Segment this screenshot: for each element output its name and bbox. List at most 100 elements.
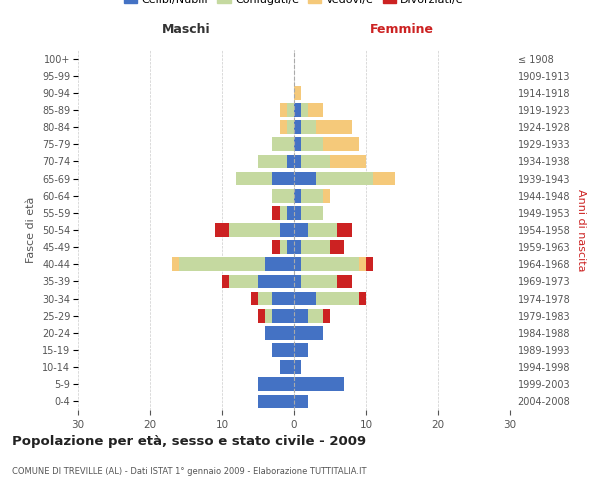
Bar: [215, 223, 294, 237]
Bar: [294, 360, 301, 374]
Bar: [222, 274, 294, 288]
Bar: [294, 292, 316, 306]
Bar: [236, 172, 294, 185]
Bar: [294, 189, 301, 202]
Bar: [294, 138, 359, 151]
Bar: [294, 154, 330, 168]
Bar: [258, 378, 294, 391]
Bar: [258, 154, 294, 168]
Bar: [272, 343, 294, 357]
Bar: [294, 189, 330, 202]
Bar: [287, 103, 294, 117]
Bar: [280, 103, 294, 117]
Bar: [294, 394, 308, 408]
Bar: [294, 326, 323, 340]
Bar: [294, 154, 366, 168]
Bar: [272, 292, 294, 306]
Bar: [294, 292, 359, 306]
Bar: [294, 206, 323, 220]
Bar: [294, 120, 352, 134]
Bar: [294, 120, 352, 134]
Bar: [294, 343, 308, 357]
Bar: [294, 378, 344, 391]
Bar: [272, 189, 294, 202]
Bar: [280, 120, 294, 134]
Bar: [229, 274, 294, 288]
Bar: [272, 138, 294, 151]
Bar: [294, 326, 323, 340]
Bar: [258, 309, 294, 322]
Bar: [272, 343, 294, 357]
Bar: [294, 343, 308, 357]
Bar: [272, 138, 294, 151]
Bar: [294, 240, 330, 254]
Bar: [280, 360, 294, 374]
Bar: [294, 223, 337, 237]
Bar: [294, 326, 323, 340]
Bar: [294, 258, 373, 271]
Bar: [265, 326, 294, 340]
Bar: [258, 378, 294, 391]
Bar: [294, 360, 301, 374]
Text: Femmine: Femmine: [370, 24, 434, 36]
Bar: [294, 274, 337, 288]
Bar: [272, 189, 294, 202]
Bar: [265, 326, 294, 340]
Bar: [229, 223, 294, 237]
Bar: [294, 86, 301, 100]
Bar: [179, 258, 294, 271]
Bar: [272, 189, 294, 202]
Bar: [294, 258, 359, 271]
Bar: [280, 360, 294, 374]
Bar: [272, 309, 294, 322]
Bar: [258, 378, 294, 391]
Bar: [265, 258, 294, 271]
Bar: [294, 120, 316, 134]
Bar: [294, 223, 352, 237]
Bar: [272, 240, 294, 254]
Bar: [294, 360, 301, 374]
Bar: [236, 172, 294, 185]
Y-axis label: Anni di nascita: Anni di nascita: [576, 188, 586, 271]
Bar: [294, 172, 395, 185]
Bar: [294, 378, 344, 391]
Bar: [280, 360, 294, 374]
Bar: [287, 206, 294, 220]
Bar: [265, 326, 294, 340]
Bar: [280, 360, 294, 374]
Bar: [280, 223, 294, 237]
Bar: [294, 240, 301, 254]
Bar: [258, 394, 294, 408]
Bar: [294, 378, 344, 391]
Bar: [272, 343, 294, 357]
Bar: [294, 172, 373, 185]
Bar: [294, 103, 301, 117]
Bar: [294, 189, 323, 202]
Bar: [294, 309, 323, 322]
Bar: [294, 120, 301, 134]
Bar: [265, 326, 294, 340]
Bar: [287, 154, 294, 168]
Bar: [294, 86, 301, 100]
Text: Maschi: Maschi: [161, 24, 211, 36]
Bar: [272, 138, 294, 151]
Bar: [294, 326, 323, 340]
Bar: [272, 172, 294, 185]
Bar: [294, 343, 308, 357]
Bar: [294, 309, 308, 322]
Bar: [294, 138, 323, 151]
Bar: [294, 154, 301, 168]
Bar: [280, 206, 294, 220]
Bar: [258, 274, 294, 288]
Bar: [294, 138, 301, 151]
Bar: [294, 394, 308, 408]
Bar: [280, 240, 294, 254]
Bar: [280, 103, 294, 117]
Bar: [294, 343, 308, 357]
Bar: [294, 103, 308, 117]
Bar: [294, 103, 323, 117]
Bar: [172, 258, 294, 271]
Bar: [294, 138, 359, 151]
Bar: [229, 223, 294, 237]
Text: Popolazione per età, sesso e stato civile - 2009: Popolazione per età, sesso e stato civil…: [12, 435, 366, 448]
